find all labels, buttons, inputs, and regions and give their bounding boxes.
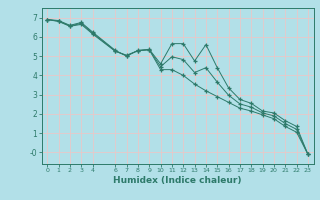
- X-axis label: Humidex (Indice chaleur): Humidex (Indice chaleur): [113, 176, 242, 185]
